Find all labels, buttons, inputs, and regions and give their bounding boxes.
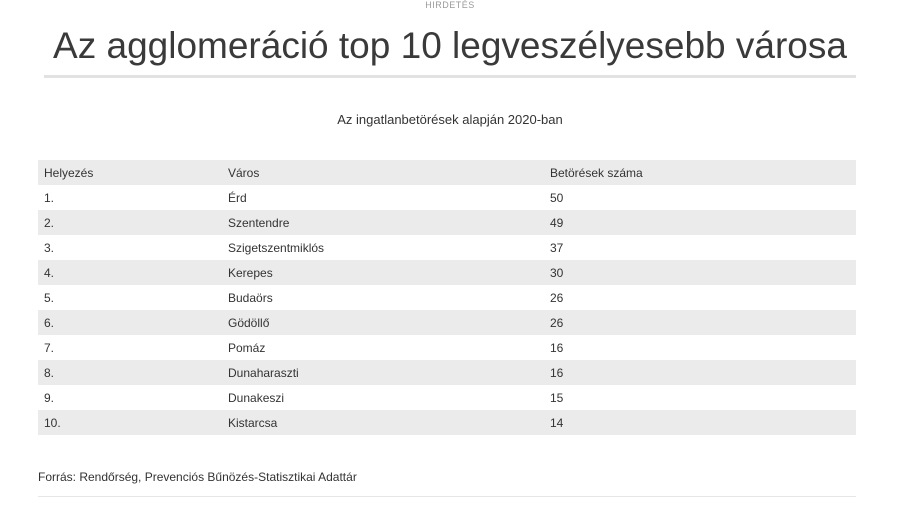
row-count: 16	[550, 335, 856, 360]
row-count: 26	[550, 310, 856, 335]
row-count: 49	[550, 210, 856, 235]
row-city: Szigetszentmiklós	[228, 235, 550, 260]
row-count: 15	[550, 385, 856, 410]
header-count: Betörések száma	[550, 160, 856, 185]
row-city: Szentendre	[228, 210, 550, 235]
row-rank: 4.	[38, 260, 228, 285]
row-count: 30	[550, 260, 856, 285]
ad-label: HIRDETÉS	[425, 0, 475, 10]
title-divider	[44, 75, 856, 78]
table-header-row: Helyezés Város Betörések száma	[38, 160, 856, 185]
row-count: 50	[550, 185, 856, 210]
row-rank: 3.	[38, 235, 228, 260]
row-count: 14	[550, 410, 856, 435]
table-row: 9. Dunakeszi 15	[38, 385, 856, 410]
bottom-divider	[38, 496, 856, 497]
row-rank: 9.	[38, 385, 228, 410]
table-row: 3. Szigetszentmiklós 37	[38, 235, 856, 260]
table-row: 7. Pomáz 16	[38, 335, 856, 360]
table-row: 4. Kerepes 30	[38, 260, 856, 285]
header-rank: Helyezés	[38, 160, 228, 185]
row-city: Budaörs	[228, 285, 550, 310]
row-count: 26	[550, 285, 856, 310]
row-rank: 6.	[38, 310, 228, 335]
row-count: 37	[550, 235, 856, 260]
table-row: 2. Szentendre 49	[38, 210, 856, 235]
row-city: Kistarcsa	[228, 410, 550, 435]
source-note: Forrás: Rendőrség, Prevenciós Bűnözés-St…	[38, 470, 357, 484]
header-city: Város	[228, 160, 550, 185]
row-rank: 5.	[38, 285, 228, 310]
row-rank: 7.	[38, 335, 228, 360]
row-rank: 2.	[38, 210, 228, 235]
table-subtitle: Az ingatlanbetörések alapján 2020-ban	[337, 112, 563, 127]
page-title: Az agglomeráció top 10 legveszélyesebb v…	[53, 25, 847, 66]
row-rank: 8.	[38, 360, 228, 385]
table-row: 8. Dunaharaszti 16	[38, 360, 856, 385]
row-city: Dunakeszi	[228, 385, 550, 410]
row-count: 16	[550, 360, 856, 385]
table-row: 5. Budaörs 26	[38, 285, 856, 310]
row-rank: 10.	[38, 410, 228, 435]
row-rank: 1.	[38, 185, 228, 210]
table-row: 1. Érd 50	[38, 185, 856, 210]
row-city: Kerepes	[228, 260, 550, 285]
row-city: Pomáz	[228, 335, 550, 360]
row-city: Érd	[228, 185, 550, 210]
row-city: Gödöllő	[228, 310, 550, 335]
row-city: Dunaharaszti	[228, 360, 550, 385]
ranking-table: Helyezés Város Betörések száma 1. Érd 50…	[38, 160, 856, 435]
table-row: 10. Kistarcsa 14	[38, 410, 856, 435]
table-row: 6. Gödöllő 26	[38, 310, 856, 335]
